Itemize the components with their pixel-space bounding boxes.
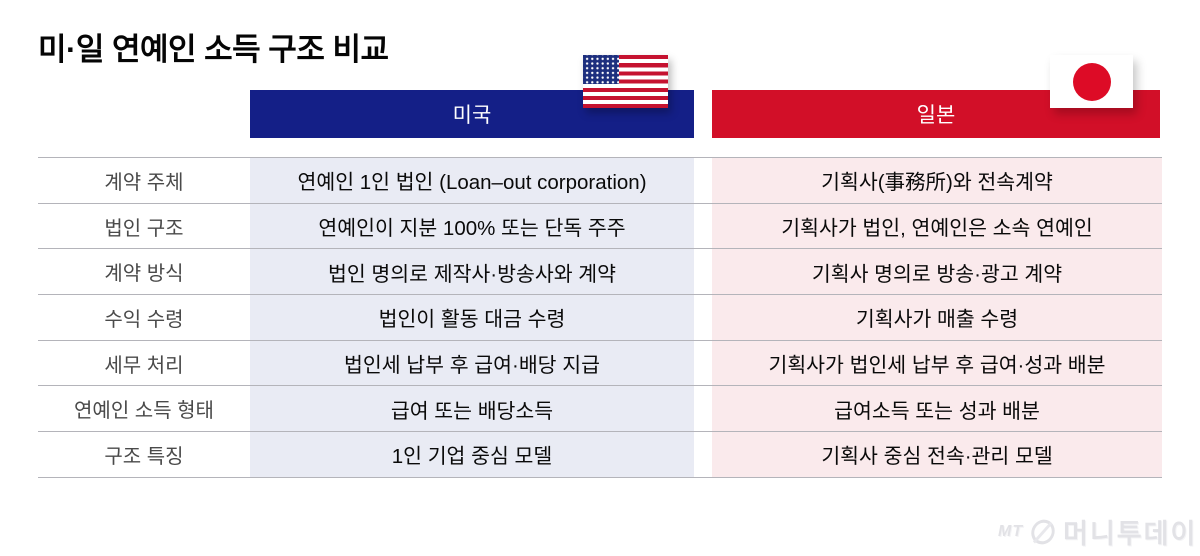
table-row: 법인 구조 연예인이 지분 100% 또는 단독 주주 기획사가 법인, 연예인… <box>38 203 1162 250</box>
cell-us: 법인이 활동 대금 수령 <box>250 295 694 340</box>
row-label: 구조 특징 <box>104 445 184 468</box>
column-header-japan-label: 일본 <box>916 104 956 127</box>
row-label: 연예인 소득 형태 <box>74 400 214 423</box>
cell-us: 급여 또는 배당소득 <box>250 386 694 432</box>
comparison-table: 계약 주체 연예인 1인 법인 (Loan–out corporation) 기… <box>38 157 1162 478</box>
column-gap <box>694 432 712 477</box>
table-row: 계약 주체 연예인 1인 법인 (Loan–out corporation) 기… <box>38 158 1162 204</box>
row-label: 수익 수령 <box>104 308 184 331</box>
japan-flag-sun <box>1072 62 1111 101</box>
moneytoday-watermark: MT 머니투데이 <box>998 512 1197 551</box>
column-header-us-label: 미국 <box>452 104 492 127</box>
row-label: 법인 구조 <box>104 217 184 240</box>
table-row: 연예인 소득 형태 급여 또는 배당소득 급여소득 또는 성과 배분 <box>38 386 1162 433</box>
table-row: 수익 수령 법인이 활동 대금 수령 기획사가 매출 수령 <box>38 295 1162 341</box>
column-gap <box>694 386 712 432</box>
japan-flag-icon <box>1050 55 1133 108</box>
row-label: 계약 방식 <box>104 263 184 286</box>
table-row: 세무 처리 법인세 납부 후 급여·배당 지급 기획사가 법인세 납부 후 급여… <box>38 340 1162 387</box>
moneytoday-logo-icon <box>1029 515 1058 548</box>
cell-japan: 기획사 중심 전속·관리 모델 <box>712 432 1162 477</box>
cell-japan: 급여소득 또는 성과 배분 <box>712 386 1162 432</box>
cell-us: 1인 기업 중심 모델 <box>250 432 694 477</box>
cell-japan: 기획사가 법인, 연예인은 소속 연예인 <box>712 203 1162 249</box>
cell-japan: 기획사(事務所)와 전속계약 <box>712 158 1162 203</box>
column-gap <box>694 249 712 295</box>
cell-us: 연예인 1인 법인 (Loan–out corporation) <box>250 158 694 203</box>
cell-japan: 기획사가 매출 수령 <box>712 295 1162 340</box>
column-gap <box>694 158 712 203</box>
moneytoday-brand-label: 머니투데이 <box>1063 519 1198 549</box>
cell-us: 연예인이 지분 100% 또는 단독 주주 <box>250 203 694 249</box>
row-label: 계약 주체 <box>104 171 184 194</box>
row-label: 세무 처리 <box>104 354 184 377</box>
column-gap <box>694 340 712 386</box>
column-gap <box>694 203 712 249</box>
cell-japan: 기획사 명의로 방송·광고 계약 <box>712 249 1162 295</box>
table-row: 계약 방식 법인 명의로 제작사·방송사와 계약 기획사 명의로 방송·광고 계… <box>38 249 1162 296</box>
cell-us: 법인세 납부 후 급여·배당 지급 <box>250 340 694 386</box>
table-row: 구조 특징 1인 기업 중심 모델 기획사 중심 전속·관리 모델 <box>38 432 1162 478</box>
page-title: 미·일 연예인 소득 구조 비교 <box>38 32 389 67</box>
column-gap <box>694 295 712 340</box>
us-flag-icon <box>583 55 668 108</box>
moneytoday-mt-label: MT <box>998 522 1024 540</box>
cell-japan: 기획사가 법인세 납부 후 급여·성과 배분 <box>712 340 1162 386</box>
cell-us: 법인 명의로 제작사·방송사와 계약 <box>250 249 694 295</box>
us-flag-canton <box>583 55 619 84</box>
